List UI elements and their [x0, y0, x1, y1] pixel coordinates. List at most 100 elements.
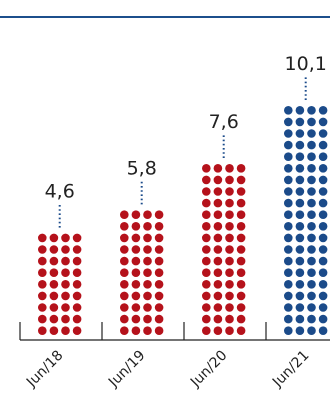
bar-dot [225, 222, 234, 231]
bar-dot [131, 303, 141, 312]
bar-dot [236, 268, 246, 278]
bar-dot [120, 256, 129, 266]
bar-dot [284, 280, 293, 289]
value-label: 4,6 [45, 181, 75, 203]
bar-dot [202, 245, 211, 254]
bar-dot [284, 106, 293, 115]
bar-dot [61, 326, 70, 336]
bar-dot [49, 256, 59, 266]
bar-dot [307, 222, 316, 231]
bar-dot [225, 245, 234, 254]
bar-dot [120, 291, 129, 301]
bar-dot [154, 245, 164, 254]
bar-dot [143, 280, 152, 289]
tick-label: Jun/20 [187, 348, 230, 391]
bar-dot [72, 326, 82, 336]
bar-dot [143, 291, 152, 301]
bar-dot [154, 233, 164, 243]
bar-dot [295, 256, 305, 266]
bar-dot [236, 164, 246, 173]
bar-dot [295, 314, 305, 324]
bar-dot [307, 245, 316, 254]
bar-dot [154, 222, 164, 231]
bar-dot [295, 210, 305, 219]
bar-dot [72, 280, 82, 289]
bar-dot [143, 268, 152, 278]
bar-dot [49, 233, 59, 243]
bar-dot [213, 233, 223, 243]
bar-dot [202, 210, 211, 219]
bar-dot [295, 106, 305, 115]
bar-dot [131, 314, 141, 324]
bar-dot [202, 175, 211, 185]
bar-Jun/18 [38, 233, 82, 336]
bar-dot [213, 245, 223, 254]
bar-dot [236, 233, 246, 243]
bar-dot [202, 280, 211, 289]
bar-dot [307, 303, 316, 312]
bar-dot [307, 326, 316, 336]
bar-dot [120, 210, 129, 219]
bar-dot [225, 233, 234, 243]
bar-dot [131, 268, 141, 278]
bar-dot [236, 326, 246, 336]
bar-dot [295, 198, 305, 208]
bar-dot [295, 175, 305, 185]
bar-dot [49, 326, 59, 336]
bar-dot [213, 280, 223, 289]
bar-dot [307, 280, 316, 289]
bar-dot [236, 256, 246, 266]
bar-dot [213, 256, 223, 266]
bar-dot [72, 314, 82, 324]
bar-dot [318, 245, 328, 254]
bar-dot [284, 175, 293, 185]
bar-dot [154, 291, 164, 301]
bar-dot [284, 210, 293, 219]
bar-dot [131, 245, 141, 254]
bar-dot [202, 222, 211, 231]
bar-dot [143, 222, 152, 231]
value-label: 5,8 [127, 157, 157, 179]
bar-dot [284, 314, 293, 324]
bar-dot [295, 117, 305, 127]
bar-dot [284, 291, 293, 301]
bar-dot [318, 129, 328, 138]
bar-dot [318, 268, 328, 278]
bar-dot [61, 268, 70, 278]
bar-dot [61, 291, 70, 301]
bar-dot [307, 164, 316, 173]
bar-dot [236, 187, 246, 196]
bar-dot [284, 233, 293, 243]
bar-dot [295, 129, 305, 138]
bar-dot [143, 245, 152, 254]
bar-dot [143, 303, 152, 312]
bar-dot [38, 326, 47, 336]
bar-dot [120, 233, 129, 243]
bar-dot [225, 291, 234, 301]
bar-dot [284, 222, 293, 231]
bar-dot [202, 233, 211, 243]
bar-dot [72, 256, 82, 266]
bar-dot [307, 256, 316, 266]
bar-dot [295, 245, 305, 254]
bar-dot [307, 210, 316, 219]
bar-dot [318, 198, 328, 208]
bar-dot [120, 314, 129, 324]
bar-dot [295, 280, 305, 289]
bar-dot [307, 268, 316, 278]
bar-dot [225, 164, 234, 173]
bar-dot [202, 326, 211, 336]
bar-dot [131, 256, 141, 266]
bar-dot [72, 268, 82, 278]
bar-dot [284, 129, 293, 138]
bar-dot [284, 164, 293, 173]
bar-dot [49, 303, 59, 312]
bar-dot [38, 233, 47, 243]
bar-dot [131, 326, 141, 336]
value-labels: 4,6 5,8 7,6 10,1 [45, 53, 327, 228]
tick-label: Jun/18 [23, 348, 66, 391]
bar-dot [236, 245, 246, 254]
bar-dot [154, 268, 164, 278]
value-label: 7,6 [209, 111, 239, 133]
